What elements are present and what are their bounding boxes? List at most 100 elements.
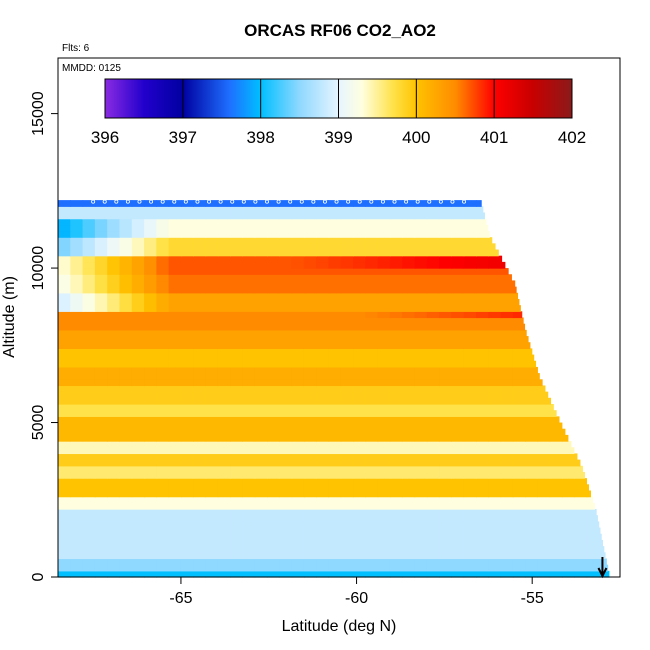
heatmap-cell: [316, 564, 330, 572]
heatmap-cell: [463, 527, 477, 535]
heatmap-cell: [82, 336, 96, 343]
heatmap-cell: [156, 366, 170, 374]
heatmap-cell: [316, 348, 330, 356]
heatmap-cell: [439, 274, 452, 282]
heatmap-cell: [119, 391, 133, 399]
heatmap-cell: [107, 546, 121, 553]
heatmap-cell: [131, 453, 145, 461]
heatmap-cell: [353, 366, 366, 374]
heatmap-cell: [586, 527, 600, 535]
heatmap-cell: [537, 416, 551, 424]
heatmap-cell: [488, 336, 502, 343]
heatmap-cell: [500, 317, 514, 325]
heatmap-cell: [402, 329, 416, 337]
heatmap-cell: [316, 521, 330, 529]
heatmap-cell: [180, 558, 194, 566]
heatmap-cell: [119, 509, 133, 516]
heatmap-cell: [217, 311, 231, 319]
heatmap-cell: [525, 397, 539, 405]
heatmap-cell: [217, 515, 231, 522]
heatmap-cell: [598, 546, 605, 553]
heatmap-cell: [180, 305, 194, 312]
heatmap-cell: [574, 558, 588, 566]
heatmap-cell: [500, 471, 514, 479]
heatmap-cell: [574, 521, 588, 529]
heatmap-cell: [414, 373, 428, 380]
heatmap-cell: [217, 496, 231, 504]
heatmap-cell: [242, 385, 256, 393]
heatmap-cell: [94, 558, 108, 566]
heatmap-cell: [58, 249, 71, 257]
heatmap-cell: [70, 261, 84, 269]
heatmap-cell: [119, 484, 133, 492]
heatmap-cell: [217, 385, 231, 393]
heatmap-cell: [193, 478, 207, 485]
heatmap-cell: [254, 336, 268, 343]
heatmap-cell: [205, 404, 219, 411]
heatmap-cell: [328, 317, 342, 325]
heatmap-cell: [328, 570, 342, 578]
heatmap-cell: [426, 329, 440, 337]
heatmap-cell: [107, 453, 121, 461]
heatmap-cell: [512, 570, 526, 578]
heatmap-cell: [426, 434, 440, 442]
heatmap-cell: [144, 416, 157, 424]
heatmap-cell: [414, 366, 428, 374]
heatmap-cell: [426, 484, 440, 492]
heatmap-cell: [107, 515, 121, 522]
heatmap-cell: [119, 200, 133, 207]
heatmap-cell: [58, 465, 71, 473]
heatmap-cell: [230, 237, 243, 244]
heatmap-cell: [193, 496, 207, 504]
heatmap-cell: [180, 255, 194, 263]
heatmap-cell: [131, 255, 145, 263]
heatmap-cell: [254, 342, 268, 349]
heatmap-cell: [512, 465, 526, 473]
heatmap-cell: [279, 206, 293, 214]
heatmap-cell: [70, 237, 84, 244]
heatmap-cell: [242, 558, 256, 566]
heatmap-cell: [230, 268, 243, 275]
heatmap-cell: [217, 478, 231, 485]
heatmap-cell: [131, 274, 145, 282]
heatmap-cell: [119, 447, 133, 455]
heatmap-cell: [389, 298, 403, 306]
heatmap-cell: [389, 533, 403, 541]
heatmap-cell: [402, 218, 416, 226]
colorbar-tick-label: 399: [324, 128, 352, 147]
heatmap-cell: [328, 539, 342, 547]
heatmap-cell: [525, 509, 539, 516]
heatmap-cell: [500, 533, 514, 541]
heatmap-cell: [131, 280, 145, 288]
heatmap-cell: [303, 385, 317, 393]
heatmap-cell: [377, 286, 391, 294]
heatmap-cell: [107, 342, 121, 349]
heatmap-cell: [475, 298, 489, 306]
heatmap-cell: [475, 422, 489, 430]
heatmap-cell: [549, 434, 563, 442]
heatmap-cell: [119, 243, 133, 251]
heatmap-cell: [549, 416, 560, 424]
heatmap-cell: [377, 243, 391, 251]
heatmap-cell: [389, 224, 403, 232]
heatmap-cell: [389, 410, 403, 417]
heatmap-cell: [107, 465, 121, 473]
heatmap-cell: [451, 379, 465, 387]
heatmap-cell: [144, 255, 157, 263]
heatmap-cell: [316, 305, 330, 312]
heatmap-cell: [574, 564, 588, 572]
heatmap-cell: [463, 515, 477, 522]
marker-point: [230, 199, 235, 204]
heatmap-cell: [180, 410, 194, 417]
heatmap-cell: [193, 224, 207, 232]
heatmap-cell: [279, 348, 293, 356]
heatmap-cell: [365, 379, 379, 387]
heatmap-cell: [426, 243, 440, 251]
heatmap-cell: [144, 441, 157, 448]
heatmap-cell: [254, 373, 268, 380]
heatmap-cell: [328, 292, 342, 300]
heatmap-cell: [230, 323, 243, 331]
heatmap-cell: [365, 354, 379, 362]
heatmap-cell: [144, 243, 157, 251]
heatmap-cell: [303, 441, 317, 448]
